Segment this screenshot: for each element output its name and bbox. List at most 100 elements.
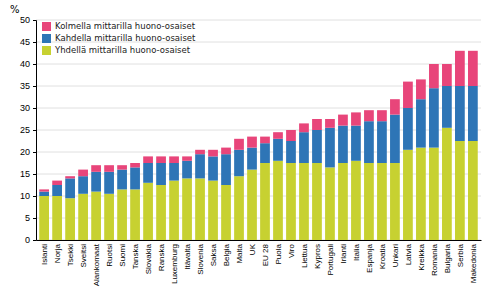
y-tick: 10 [20, 191, 36, 201]
grid-line [36, 218, 481, 219]
x-tick-label: Serbia [456, 243, 465, 267]
series [39, 51, 478, 192]
bar [364, 110, 374, 121]
bar [364, 121, 374, 163]
bar [299, 163, 309, 240]
x-tick: Kreikka [417, 243, 426, 270]
y-tick: 20 [20, 147, 36, 157]
y-axis: 05101520253035404550 [20, 15, 37, 245]
x-tick-label: Alankomaat [92, 243, 101, 286]
y-tick: 45 [20, 37, 36, 47]
x-tick: Alankomaat [92, 243, 101, 286]
bar [169, 181, 179, 240]
x-tick: Ruotsi [105, 244, 114, 267]
x-tick-label: Suomi [118, 244, 127, 267]
bar [130, 167, 140, 189]
x-tick-label: Saksa [209, 243, 218, 266]
bar [65, 176, 75, 178]
bar [39, 192, 49, 196]
x-tick-label: Malta [235, 243, 244, 263]
legend-label: Yhdellä mittarilla huono-osaiset [54, 45, 191, 55]
y-tick-label: 45 [20, 37, 30, 47]
bar [455, 51, 465, 86]
bar [91, 192, 101, 240]
y-tick: 15 [20, 169, 36, 179]
y-tick-mark [33, 64, 36, 65]
x-tick: Serbia [456, 243, 465, 267]
x-tick-label: Bulgaria [443, 243, 452, 273]
x-tick-label: Sveitsi [79, 244, 88, 268]
legend-swatch [42, 46, 51, 55]
bar [312, 119, 322, 130]
bar [117, 189, 127, 240]
bar [338, 115, 348, 126]
y-tick-mark [33, 20, 36, 21]
x-tick: Ranska [157, 243, 166, 271]
bar [91, 165, 101, 172]
bar [416, 148, 426, 240]
legend-swatch [42, 34, 51, 43]
x-tick-label: Kypros [313, 244, 322, 269]
x-tick: Italia [352, 243, 361, 260]
y-tick-mark [33, 42, 36, 43]
y-tick: 30 [20, 103, 36, 113]
bars [39, 51, 478, 240]
bar [286, 163, 296, 240]
x-tick-label: Latvia [404, 243, 413, 265]
y-tick-label: 10 [20, 191, 30, 201]
bar [65, 178, 75, 198]
y-tick: 40 [20, 59, 36, 69]
bar [195, 150, 205, 154]
bar [52, 185, 62, 196]
bar [104, 194, 114, 240]
x-tick-label: Liettua [300, 243, 309, 268]
bar [468, 51, 478, 86]
y-label: % [10, 4, 20, 15]
y-tick-label: 30 [20, 103, 30, 113]
x-tick: Portugali [326, 244, 335, 276]
x-tick-label: Makedonia [469, 243, 478, 283]
bar [377, 163, 387, 240]
x-axis: IslantiNorjaTsekkiSveitsiAlankomaatRuots… [37, 241, 482, 287]
grid [36, 20, 481, 240]
x-tick-label: Slovenia [196, 243, 205, 274]
x-tick: EU 28 [261, 243, 270, 266]
x-tick: Irlanti [339, 244, 348, 264]
legend-item: Yhdellä mittarilla huono-osaiset [42, 45, 191, 55]
bar [143, 156, 153, 163]
bar [468, 141, 478, 240]
x-tick: Islanti [40, 244, 49, 265]
x-tick-label: UK [248, 243, 257, 255]
legend: Kolmella mittarilla huono-osaisetKahdell… [42, 21, 196, 55]
x-tick-label: Belgia [222, 243, 231, 266]
bar [221, 154, 231, 185]
bar [455, 141, 465, 240]
bar [117, 170, 127, 190]
bar [117, 165, 127, 169]
bar [429, 88, 439, 147]
y-tick: 25 [20, 125, 36, 135]
x-tick-label: Kroatia [378, 243, 387, 269]
y-tick-mark [33, 130, 36, 131]
bar [78, 194, 88, 240]
y-tick-label: 50 [20, 15, 30, 25]
x-tick-label: Puola [274, 243, 283, 264]
bar [182, 161, 192, 179]
y-tick-label: 15 [20, 169, 30, 179]
bar [442, 64, 452, 86]
grid-line [36, 152, 481, 153]
bar [338, 163, 348, 240]
x-tick: Makedonia [469, 243, 478, 283]
bar [208, 181, 218, 240]
bar [130, 189, 140, 240]
x-tick-label: Kreikka [417, 243, 426, 270]
bar [247, 148, 257, 170]
y-tick-label: 0 [25, 235, 30, 245]
bar [208, 156, 218, 180]
bar [312, 163, 322, 240]
bar [403, 108, 413, 150]
y-tick-label: 5 [25, 213, 30, 223]
bar [234, 139, 244, 150]
x-tick-label: Ranska [157, 243, 166, 271]
bar [104, 165, 114, 172]
